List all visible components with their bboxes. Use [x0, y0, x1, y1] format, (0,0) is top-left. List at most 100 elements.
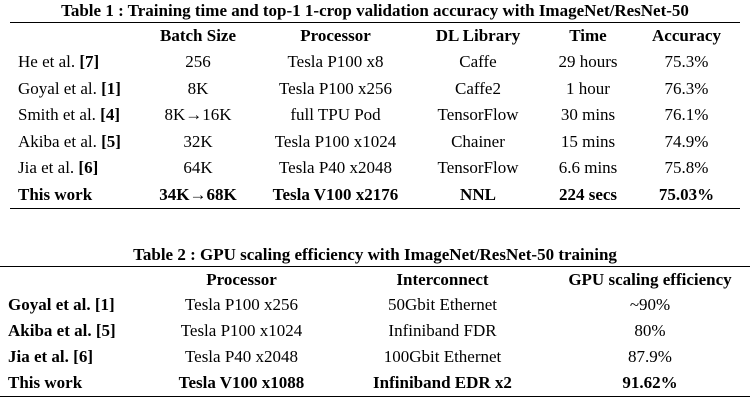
batch-size-cell: 8K→16K — [164, 105, 232, 125]
citation-ref: [1] — [94, 295, 115, 314]
table-1-top-rule — [10, 22, 740, 23]
table-1-header-time: Time — [569, 26, 607, 45]
table-row: Goyal et al. [1] 8K Tesla P100 x256 Caff… — [10, 76, 740, 103]
table-2-top-rule — [0, 266, 750, 267]
row-name: This work — [10, 182, 138, 209]
interconnect-cell: 100Gbit Ethernet — [383, 347, 502, 366]
table-2-grid: Processor Interconnect GPU scaling effic… — [0, 267, 750, 397]
time-cell: 15 mins — [560, 131, 616, 151]
processor-cell: Tesla P40 x2048 — [278, 158, 393, 178]
citation-ref: [7] — [79, 52, 100, 72]
table-1-header-dl-library: DL Library — [435, 26, 521, 45]
processor-cell: Tesla P100 x8 — [287, 52, 384, 72]
row-name: Smith et al. [4] — [10, 102, 138, 129]
interconnect-cell: Infiniband EDR x2 — [373, 372, 512, 392]
time-cell: 29 hours — [558, 52, 618, 72]
author-text: Goyal et al. — [18, 78, 102, 98]
row-name: Goyal et al. [1] — [0, 292, 148, 318]
row-name: Akiba et al. [5] — [10, 129, 138, 156]
dl-library-cell: Caffe2 — [455, 78, 501, 98]
dl-library-cell: TensorFlow — [437, 105, 519, 125]
author-text: Jia et al. — [8, 347, 74, 366]
table-2-header-interconnect: Interconnect — [396, 269, 489, 289]
dl-library-cell: Chainer — [451, 131, 505, 151]
author-text: He et al. — [18, 52, 80, 72]
accuracy-cell: 75.03% — [658, 184, 715, 204]
citation-ref: [4] — [100, 105, 120, 125]
row-name: This work — [0, 370, 148, 396]
table-2-header-gpu-scaling-efficiency: GPU scaling efficiency — [568, 269, 732, 289]
author-text: Jia et al. — [18, 158, 79, 178]
table-row: Jia et al. [6] Tesla P40 x2048 100Gbit E… — [0, 344, 750, 370]
citation-ref: [5] — [101, 131, 121, 151]
efficiency-cell: 91.62% — [622, 372, 678, 392]
row-name: Jia et al. [6] — [0, 344, 148, 370]
row-name: Goyal et al. [1] — [10, 76, 138, 103]
dl-library-cell: Caffe — [459, 52, 497, 72]
time-cell: 6.6 mins — [558, 158, 618, 178]
table-row-this-work: This work Tesla V100 x1088 Infiniband ED… — [0, 370, 750, 396]
table-row: Jia et al. [6] 64K Tesla P40 x2048 Tenso… — [10, 155, 740, 182]
batch-size-cell: 64K — [183, 158, 213, 178]
citation-ref: [6] — [73, 347, 93, 366]
table-2-header-row: Processor Interconnect GPU scaling effic… — [0, 267, 750, 292]
time-cell: 30 mins — [560, 105, 616, 125]
row-name: He et al. [7] — [10, 49, 138, 76]
table-1-header-processor: Processor — [300, 26, 371, 45]
time-cell: 224 secs — [558, 184, 618, 204]
batch-size-cell: 34K→68K — [159, 184, 237, 204]
table-2-header-processor: Processor — [206, 269, 277, 289]
author-text: Smith et al. — [18, 105, 101, 125]
efficiency-cell: ~90% — [629, 295, 671, 314]
table-1-header-accuracy: Accuracy — [652, 26, 721, 45]
processor-cell: Tesla V100 x1088 — [178, 372, 305, 392]
time-cell: 1 hour — [566, 78, 610, 98]
accuracy-cell: 75.8% — [664, 158, 709, 178]
author-text: Akiba et al. — [18, 131, 102, 151]
table-1-header-empty — [10, 23, 138, 49]
table-1: Table 1 : Training time and top-1 1-crop… — [10, 0, 740, 209]
table-2-caption: Table 2 : GPU scaling efficiency with Im… — [133, 245, 617, 264]
accuracy-cell: 75.3% — [664, 52, 709, 72]
accuracy-cell: 74.9% — [664, 131, 709, 151]
processor-cell: Tesla P100 x1024 — [274, 131, 397, 151]
table-1-caption: Table 1 : Training time and top-1 1-crop… — [61, 1, 689, 20]
author-text: Goyal et al. — [8, 295, 95, 314]
citation-ref: [5] — [95, 321, 116, 340]
processor-cell: Tesla P40 x2048 — [184, 347, 299, 366]
author-text: Akiba et al. — [8, 321, 96, 340]
author-text: This work — [8, 372, 83, 392]
row-name: Akiba et al. [5] — [0, 318, 148, 344]
batch-size-cell: 8K — [187, 78, 209, 98]
citation-ref: [6] — [78, 158, 99, 178]
table-1-header-row: Batch Size Processor DL Library Time Acc… — [10, 23, 740, 49]
author-text: This work — [18, 184, 93, 204]
processor-cell: full TPU Pod — [290, 105, 381, 125]
table-2: Table 2 : GPU scaling efficiency with Im… — [0, 244, 750, 397]
processor-cell: Tesla V100 x2176 — [272, 184, 399, 204]
table-row: Akiba et al. [5] 32K Tesla P100 x1024 Ch… — [10, 129, 740, 156]
accuracy-cell: 76.1% — [664, 105, 709, 125]
batch-size-cell: 256 — [185, 52, 211, 72]
efficiency-cell: 87.9% — [628, 347, 672, 366]
processor-cell: Tesla P100 x1024 — [180, 321, 303, 340]
accuracy-cell: 76.3% — [664, 78, 709, 98]
table-row: Smith et al. [4] 8K→16K full TPU Pod Ten… — [10, 102, 740, 129]
row-name: Jia et al. [6] — [10, 155, 138, 182]
table-row: Akiba et al. [5] Tesla P100 x1024 Infini… — [0, 318, 750, 344]
table-1-header-batch-size: Batch Size — [159, 26, 237, 45]
table-row: Goyal et al. [1] Tesla P100 x256 50Gbit … — [0, 292, 750, 318]
dl-library-cell: NNL — [460, 184, 496, 204]
processor-cell: Tesla P100 x256 — [184, 295, 299, 314]
citation-ref: [1] — [101, 78, 121, 98]
processor-cell: Tesla P100 x256 — [278, 78, 393, 98]
dl-library-cell: TensorFlow — [437, 158, 519, 178]
batch-size-cell: 32K — [183, 131, 213, 151]
interconnect-cell: 50Gbit Ethernet — [387, 295, 498, 314]
table-2-header-empty — [0, 267, 148, 292]
interconnect-cell: Infiniband FDR — [388, 321, 497, 340]
efficiency-cell: 80% — [634, 321, 666, 340]
table-1-grid: Batch Size Processor DL Library Time Acc… — [10, 23, 740, 209]
table-row: He et al. [7] 256 Tesla P100 x8 Caffe 29… — [10, 49, 740, 76]
table-row-this-work: This work 34K→68K Tesla V100 x2176 NNL 2… — [10, 182, 740, 209]
